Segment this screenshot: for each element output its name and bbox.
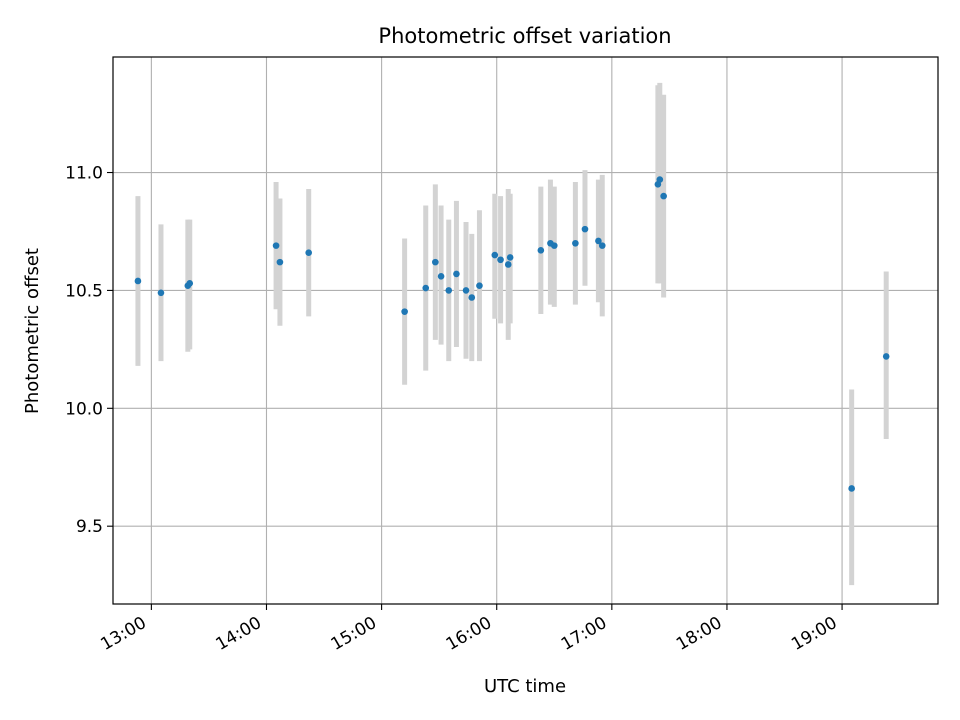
y-axis-label: Photometric offset	[22, 248, 43, 414]
data-point	[491, 251, 499, 259]
x-tick-label: 16:00	[443, 613, 495, 655]
x-tick-label: 19:00	[788, 613, 840, 655]
data-point	[656, 176, 664, 183]
data-point	[572, 239, 579, 247]
data-point	[437, 272, 445, 280]
chart-title: Photometric offset variation	[378, 24, 671, 48]
data-point	[598, 242, 606, 249]
data-point	[497, 256, 504, 264]
y-tick-label: 9.5	[76, 517, 103, 537]
data-point	[186, 280, 194, 287]
y-tick-label: 11.0	[65, 164, 103, 184]
data-point	[422, 284, 430, 292]
data-point	[848, 485, 855, 492]
y-tick-label: 10.5	[65, 281, 103, 301]
data-point	[276, 258, 284, 266]
data-point	[305, 249, 312, 256]
plot-frame	[112, 56, 939, 605]
data-point	[432, 258, 439, 266]
x-tick-label: 15:00	[328, 613, 380, 655]
y-tick-label: 10.0	[65, 399, 103, 419]
data-point	[660, 192, 667, 200]
y-ticks: 9.5 10.0 10.5 11.0	[65, 164, 113, 537]
data-point	[882, 353, 890, 360]
data-point	[595, 237, 602, 245]
data-point	[476, 282, 483, 290]
data-point	[506, 254, 514, 261]
x-ticks: 13:00 14:00 15:00 16:00 17:00 18:00 19:00	[97, 604, 843, 655]
data-point	[445, 287, 453, 294]
data-point	[453, 270, 460, 278]
data-point	[272, 242, 280, 249]
data-point	[550, 242, 558, 249]
point-layer	[134, 176, 890, 492]
x-axis-label: UTC time	[484, 676, 566, 697]
errorbar-layer	[135, 82, 889, 586]
data-point	[401, 308, 408, 315]
data-point	[157, 289, 165, 297]
x-tick-label: 14:00	[213, 613, 265, 655]
x-tick-label: 13:00	[97, 613, 149, 655]
x-tick-label: 17:00	[558, 613, 610, 655]
data-point	[134, 277, 142, 285]
data-point	[537, 247, 545, 254]
x-tick-label: 18:00	[673, 613, 725, 655]
data-point	[581, 225, 589, 233]
data-point	[504, 261, 512, 268]
data-point	[468, 294, 476, 301]
data-point	[462, 287, 470, 294]
grid-layer	[113, 57, 938, 604]
